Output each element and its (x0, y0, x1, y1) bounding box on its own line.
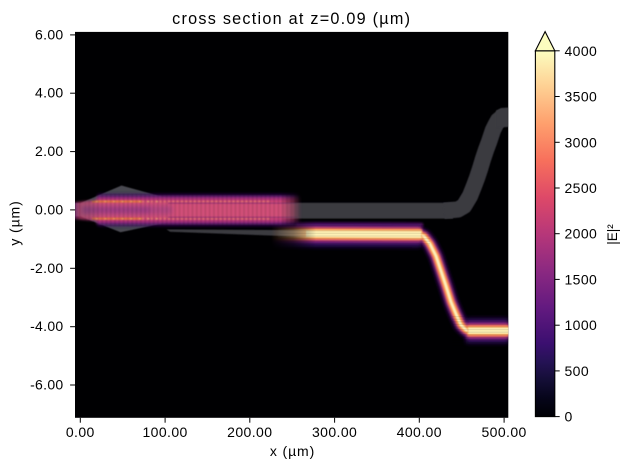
svg-text:400.00: 400.00 (397, 424, 442, 440)
svg-text:3500: 3500 (565, 89, 598, 105)
svg-text:0.00: 0.00 (66, 424, 95, 440)
svg-text:3000: 3000 (565, 134, 598, 150)
svg-text:|E|²: |E|² (605, 224, 620, 245)
svg-text:y (µm): y (µm) (7, 200, 23, 245)
svg-text:300.00: 300.00 (312, 424, 357, 440)
svg-text:4000: 4000 (565, 43, 598, 59)
svg-text:1000: 1000 (565, 317, 598, 333)
svg-text:1500: 1500 (565, 271, 598, 287)
svg-text:500: 500 (565, 363, 590, 379)
svg-text:cross section at z=0.09 (µm): cross section at z=0.09 (µm) (172, 10, 411, 28)
svg-text:100.00: 100.00 (142, 424, 187, 440)
svg-text:-6.00: -6.00 (30, 377, 63, 393)
svg-text:500.00: 500.00 (481, 424, 526, 440)
svg-text:4.00: 4.00 (35, 85, 63, 101)
svg-text:-4.00: -4.00 (30, 318, 63, 334)
svg-text:200.00: 200.00 (227, 424, 272, 440)
svg-text:0: 0 (565, 409, 573, 425)
svg-text:2.00: 2.00 (35, 143, 63, 159)
svg-text:0.00: 0.00 (35, 201, 63, 217)
svg-text:2500: 2500 (565, 180, 598, 196)
svg-text:-2.00: -2.00 (30, 260, 63, 276)
svg-text:6.00: 6.00 (35, 26, 63, 42)
svg-text:x (µm): x (µm) (270, 443, 315, 459)
svg-text:2000: 2000 (565, 226, 598, 242)
